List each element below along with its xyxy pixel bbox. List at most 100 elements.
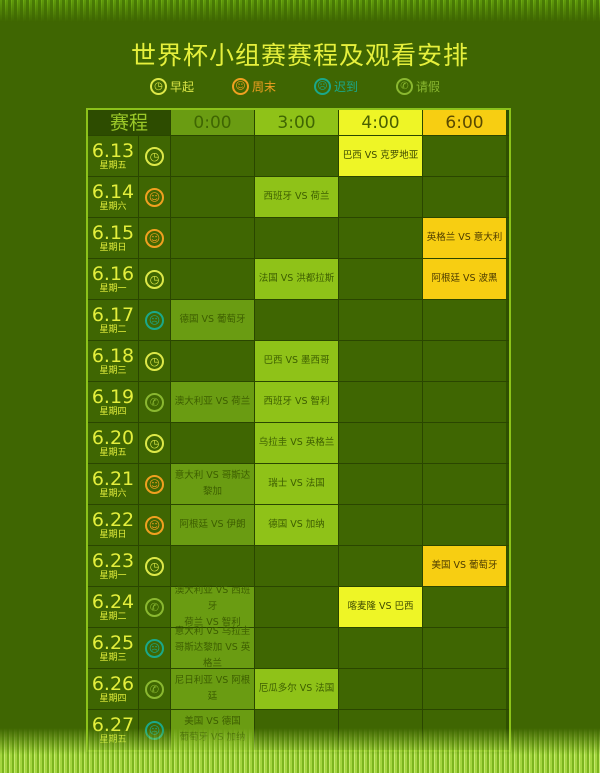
table-row: 6.20 星期五 ◷ 乌拉圭 VS 英格兰	[88, 422, 509, 463]
phone-icon: ✆	[145, 679, 164, 699]
date-cell: 6.13 星期五	[88, 136, 138, 176]
table-header-row: 赛程 0:00 3:00 4:00 6:00	[88, 110, 509, 135]
date: 6.21	[91, 467, 135, 490]
date-cell: 6.19 星期四	[88, 382, 138, 422]
clock-icon: ◷	[145, 556, 164, 576]
icon-cell: ◷	[138, 341, 170, 381]
clock-icon: ◷	[145, 146, 164, 166]
date-cell: 6.21 星期六	[88, 464, 138, 504]
match-cell	[422, 136, 506, 176]
weekday: 星期三	[99, 652, 127, 663]
date-cell: 6.22 星期日	[88, 505, 138, 545]
icon-cell: ◷	[138, 546, 170, 586]
icon-cell: ☹	[138, 628, 170, 668]
legend: ◷ 早起 ☺ 周末 ☹ 迟到 ✆ 请假	[150, 78, 478, 95]
table-row: 6.26 星期四 ✆ 尼日利亚 VS 阿根廷 厄瓜多尔 VS 法国	[88, 668, 509, 709]
match-cell	[254, 546, 338, 586]
date: 6.13	[91, 139, 135, 162]
clock-icon: ◷	[150, 78, 167, 95]
table-row: 6.14 星期六 ☺ 西班牙 VS 荷兰	[88, 176, 509, 217]
date: 6.18	[91, 344, 135, 367]
weekday: 星期二	[99, 324, 127, 335]
legend-item-sad: ☹ 迟到	[314, 78, 396, 95]
match-cell	[422, 341, 506, 381]
match-cell	[338, 341, 422, 381]
grass-top-decoration	[0, 0, 600, 22]
date: 6.23	[91, 549, 135, 572]
legend-label: 周末	[252, 80, 277, 94]
match-cell	[422, 382, 506, 422]
date: 6.25	[91, 631, 135, 654]
legend-label: 请假	[416, 80, 441, 94]
header-0400: 4:00	[338, 110, 422, 135]
table-row: 6.21 星期六 ☺ 意大利 VS 哥斯达黎加 瑞士 VS 法国	[88, 463, 509, 504]
date-cell: 6.20 星期五	[88, 423, 138, 463]
match-cell: 巴西 VS 墨西哥	[254, 341, 338, 381]
table-row: 6.19 星期四 ✆ 澳大利亚 VS 荷兰 西班牙 VS 智利	[88, 381, 509, 422]
match-cell: 阿根廷 VS 波黑	[422, 259, 506, 299]
weekday: 星期六	[99, 488, 127, 499]
match-cell	[170, 218, 254, 258]
phone-icon: ✆	[396, 78, 413, 95]
match-cell	[422, 423, 506, 463]
match-cell	[338, 464, 422, 504]
weekday: 星期五	[99, 447, 127, 458]
weekday: 星期日	[99, 529, 127, 540]
date: 6.14	[91, 180, 135, 203]
sad-icon: ☹	[145, 638, 164, 658]
match-cell	[422, 587, 506, 627]
date: 6.20	[91, 426, 135, 449]
legend-label: 迟到	[334, 80, 359, 94]
legend-item-smile: ☺ 周末	[232, 78, 314, 95]
header-0000: 0:00	[170, 110, 254, 135]
date-cell: 6.17 星期二	[88, 300, 138, 340]
icon-cell: ✆	[138, 587, 170, 627]
sad-icon: ☹	[145, 310, 164, 330]
match-cell	[338, 669, 422, 709]
date-cell: 6.18 星期三	[88, 341, 138, 381]
phone-icon: ✆	[145, 392, 164, 412]
table-row: 6.15 星期日 ☺ 英格兰 VS 意大利	[88, 217, 509, 258]
match-cell: 澳大利亚 VS 荷兰	[170, 382, 254, 422]
sad-icon: ☹	[314, 78, 331, 95]
weekday: 星期一	[99, 570, 127, 581]
match-cell	[338, 382, 422, 422]
match-cell: 阿根廷 VS 伊朗	[170, 505, 254, 545]
table-row: 6.18 星期三 ◷ 巴西 VS 墨西哥	[88, 340, 509, 381]
table-row: 6.23 星期一 ◷ 美国 VS 葡萄牙	[88, 545, 509, 586]
weekday: 星期五	[99, 160, 127, 171]
match-cell: 德国 VS 加纳	[254, 505, 338, 545]
icon-cell: ✆	[138, 382, 170, 422]
table-row: 6.17 星期二 ☹ 德国 VS 葡萄牙	[88, 299, 509, 340]
match-cell: 尼日利亚 VS 阿根廷	[170, 669, 254, 709]
grass-bottom-decoration	[0, 728, 600, 773]
weekday: 星期一	[99, 283, 127, 294]
date: 6.22	[91, 508, 135, 531]
icon-cell: ☺	[138, 177, 170, 217]
date-cell: 6.14 星期六	[88, 177, 138, 217]
match-cell: 喀麦隆 VS 巴西	[338, 587, 422, 627]
match-cell	[254, 136, 338, 176]
legend-item-phone: ✆ 请假	[396, 78, 478, 95]
match-cell: 乌拉圭 VS 英格兰	[254, 423, 338, 463]
match-cell	[422, 669, 506, 709]
match-cell	[338, 259, 422, 299]
match-cell	[170, 177, 254, 217]
icon-cell: ☺	[138, 505, 170, 545]
table-row: 6.22 星期日 ☺ 阿根廷 VS 伊朗 德国 VS 加纳	[88, 504, 509, 545]
weekday: 星期四	[99, 693, 127, 704]
smile-icon: ☺	[145, 515, 164, 535]
table-row: 6.16 星期一 ◷ 法国 VS 洪都拉斯 阿根廷 VS 波黑	[88, 258, 509, 299]
legend-item-clock: ◷ 早起	[150, 78, 232, 95]
match-cell	[170, 423, 254, 463]
match-cell	[254, 218, 338, 258]
match-cell	[254, 587, 338, 627]
smile-icon: ☺	[145, 474, 164, 494]
icon-cell: ◷	[138, 259, 170, 299]
icon-cell: ◷	[138, 423, 170, 463]
match-cell	[254, 300, 338, 340]
weekday: 星期二	[99, 611, 127, 622]
match-cell	[422, 628, 506, 668]
match-cell: 意大利 VS 哥斯达黎加	[170, 464, 254, 504]
smile-icon: ☺	[145, 228, 164, 248]
